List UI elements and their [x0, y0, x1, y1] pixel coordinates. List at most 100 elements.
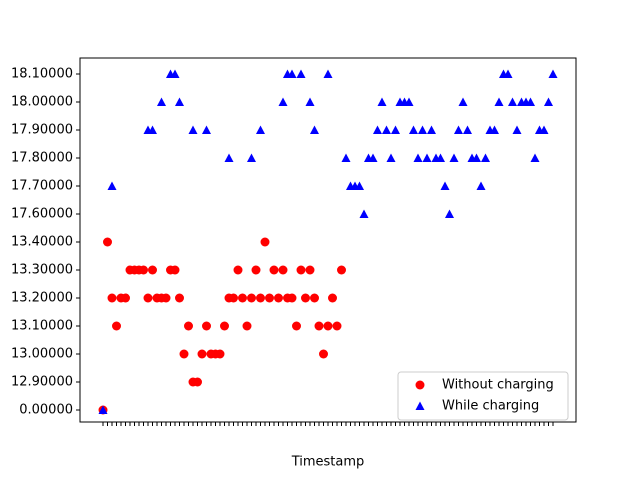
data-point	[449, 153, 459, 162]
data-point	[305, 265, 315, 275]
data-point	[242, 321, 252, 331]
data-point	[476, 181, 486, 190]
x-axis-label: Timestamp	[291, 455, 365, 470]
data-point	[224, 153, 234, 162]
data-point	[409, 125, 418, 134]
data-point	[445, 209, 454, 218]
data-point	[103, 237, 112, 247]
data-point	[386, 153, 396, 162]
data-point	[251, 265, 261, 275]
data-point	[301, 293, 310, 303]
y-tick-label: 13.20000	[11, 291, 73, 306]
data-point	[508, 97, 517, 106]
data-point	[220, 321, 229, 331]
y-tick-label: 13.00000	[11, 347, 73, 362]
data-point	[377, 97, 387, 106]
data-point	[368, 153, 378, 162]
y-tick-label: 12.90000	[11, 375, 73, 390]
data-point	[481, 153, 490, 162]
data-point	[202, 321, 211, 331]
data-point	[170, 69, 180, 78]
data-point	[157, 97, 166, 106]
data-point	[472, 153, 481, 162]
data-point	[193, 377, 202, 387]
y-tick-label: 0.00000	[19, 403, 73, 418]
y-tick-label: 13.30000	[11, 263, 73, 278]
data-point	[139, 265, 148, 275]
data-point	[310, 125, 319, 134]
data-point	[454, 125, 463, 134]
data-point	[184, 321, 193, 331]
data-point	[274, 293, 283, 303]
data-point	[287, 69, 297, 78]
data-point	[98, 405, 108, 414]
data-point	[265, 293, 274, 303]
data-point	[422, 153, 432, 162]
data-point	[107, 181, 117, 190]
legend-marker	[415, 401, 425, 410]
y-tick-label: 17.60000	[11, 207, 73, 222]
data-point	[373, 125, 382, 134]
data-point	[148, 265, 157, 275]
data-point	[539, 125, 549, 134]
data-point	[175, 97, 184, 106]
data-point	[296, 69, 306, 78]
data-point	[170, 265, 180, 275]
legend-box	[397, 371, 569, 421]
data-point	[229, 293, 238, 303]
data-point	[197, 349, 207, 359]
data-point	[269, 265, 279, 275]
data-point	[260, 237, 270, 247]
y-tick-label: 17.70000	[11, 179, 73, 194]
data-point	[359, 209, 369, 218]
data-point	[323, 321, 333, 331]
y-tick-label: 17.90000	[11, 123, 73, 138]
y-tick-label: 13.40000	[11, 235, 73, 250]
data-point	[238, 293, 247, 303]
data-point	[296, 265, 306, 275]
legend-label: Without charging	[442, 378, 554, 393]
data-point	[247, 153, 256, 162]
data-point	[148, 125, 157, 134]
data-point	[341, 153, 351, 162]
data-point	[247, 293, 256, 303]
data-point	[319, 349, 328, 359]
data-point	[436, 153, 445, 162]
data-point	[278, 97, 288, 106]
data-point	[332, 321, 342, 331]
data-point	[179, 349, 189, 359]
data-point	[548, 69, 558, 78]
data-point	[458, 97, 468, 106]
data-point	[337, 265, 346, 275]
data-point	[494, 97, 504, 106]
data-point	[440, 181, 450, 190]
data-point	[278, 265, 288, 275]
legend-label: While charging	[442, 399, 539, 414]
data-point	[256, 293, 265, 303]
data-point	[382, 125, 391, 134]
data-point	[418, 125, 427, 134]
data-point	[215, 349, 225, 359]
data-point	[310, 293, 319, 303]
data-point	[112, 321, 121, 331]
y-tick-label: 18.00000	[11, 95, 73, 110]
data-point	[107, 293, 117, 303]
legend-marker	[415, 380, 425, 390]
data-point	[404, 97, 414, 106]
y-tick-label: 17.80000	[11, 151, 73, 166]
y-tick-label: 18.10000	[11, 67, 73, 82]
data-point	[323, 69, 333, 78]
data-point	[305, 97, 315, 106]
data-point	[391, 125, 400, 134]
data-point	[544, 97, 553, 106]
data-point	[490, 125, 499, 134]
data-point	[175, 293, 184, 303]
plot-frame	[79, 57, 577, 423]
data-point	[287, 293, 297, 303]
data-point	[256, 125, 265, 134]
data-point	[526, 97, 535, 106]
data-point	[314, 321, 324, 331]
data-point	[463, 125, 472, 134]
